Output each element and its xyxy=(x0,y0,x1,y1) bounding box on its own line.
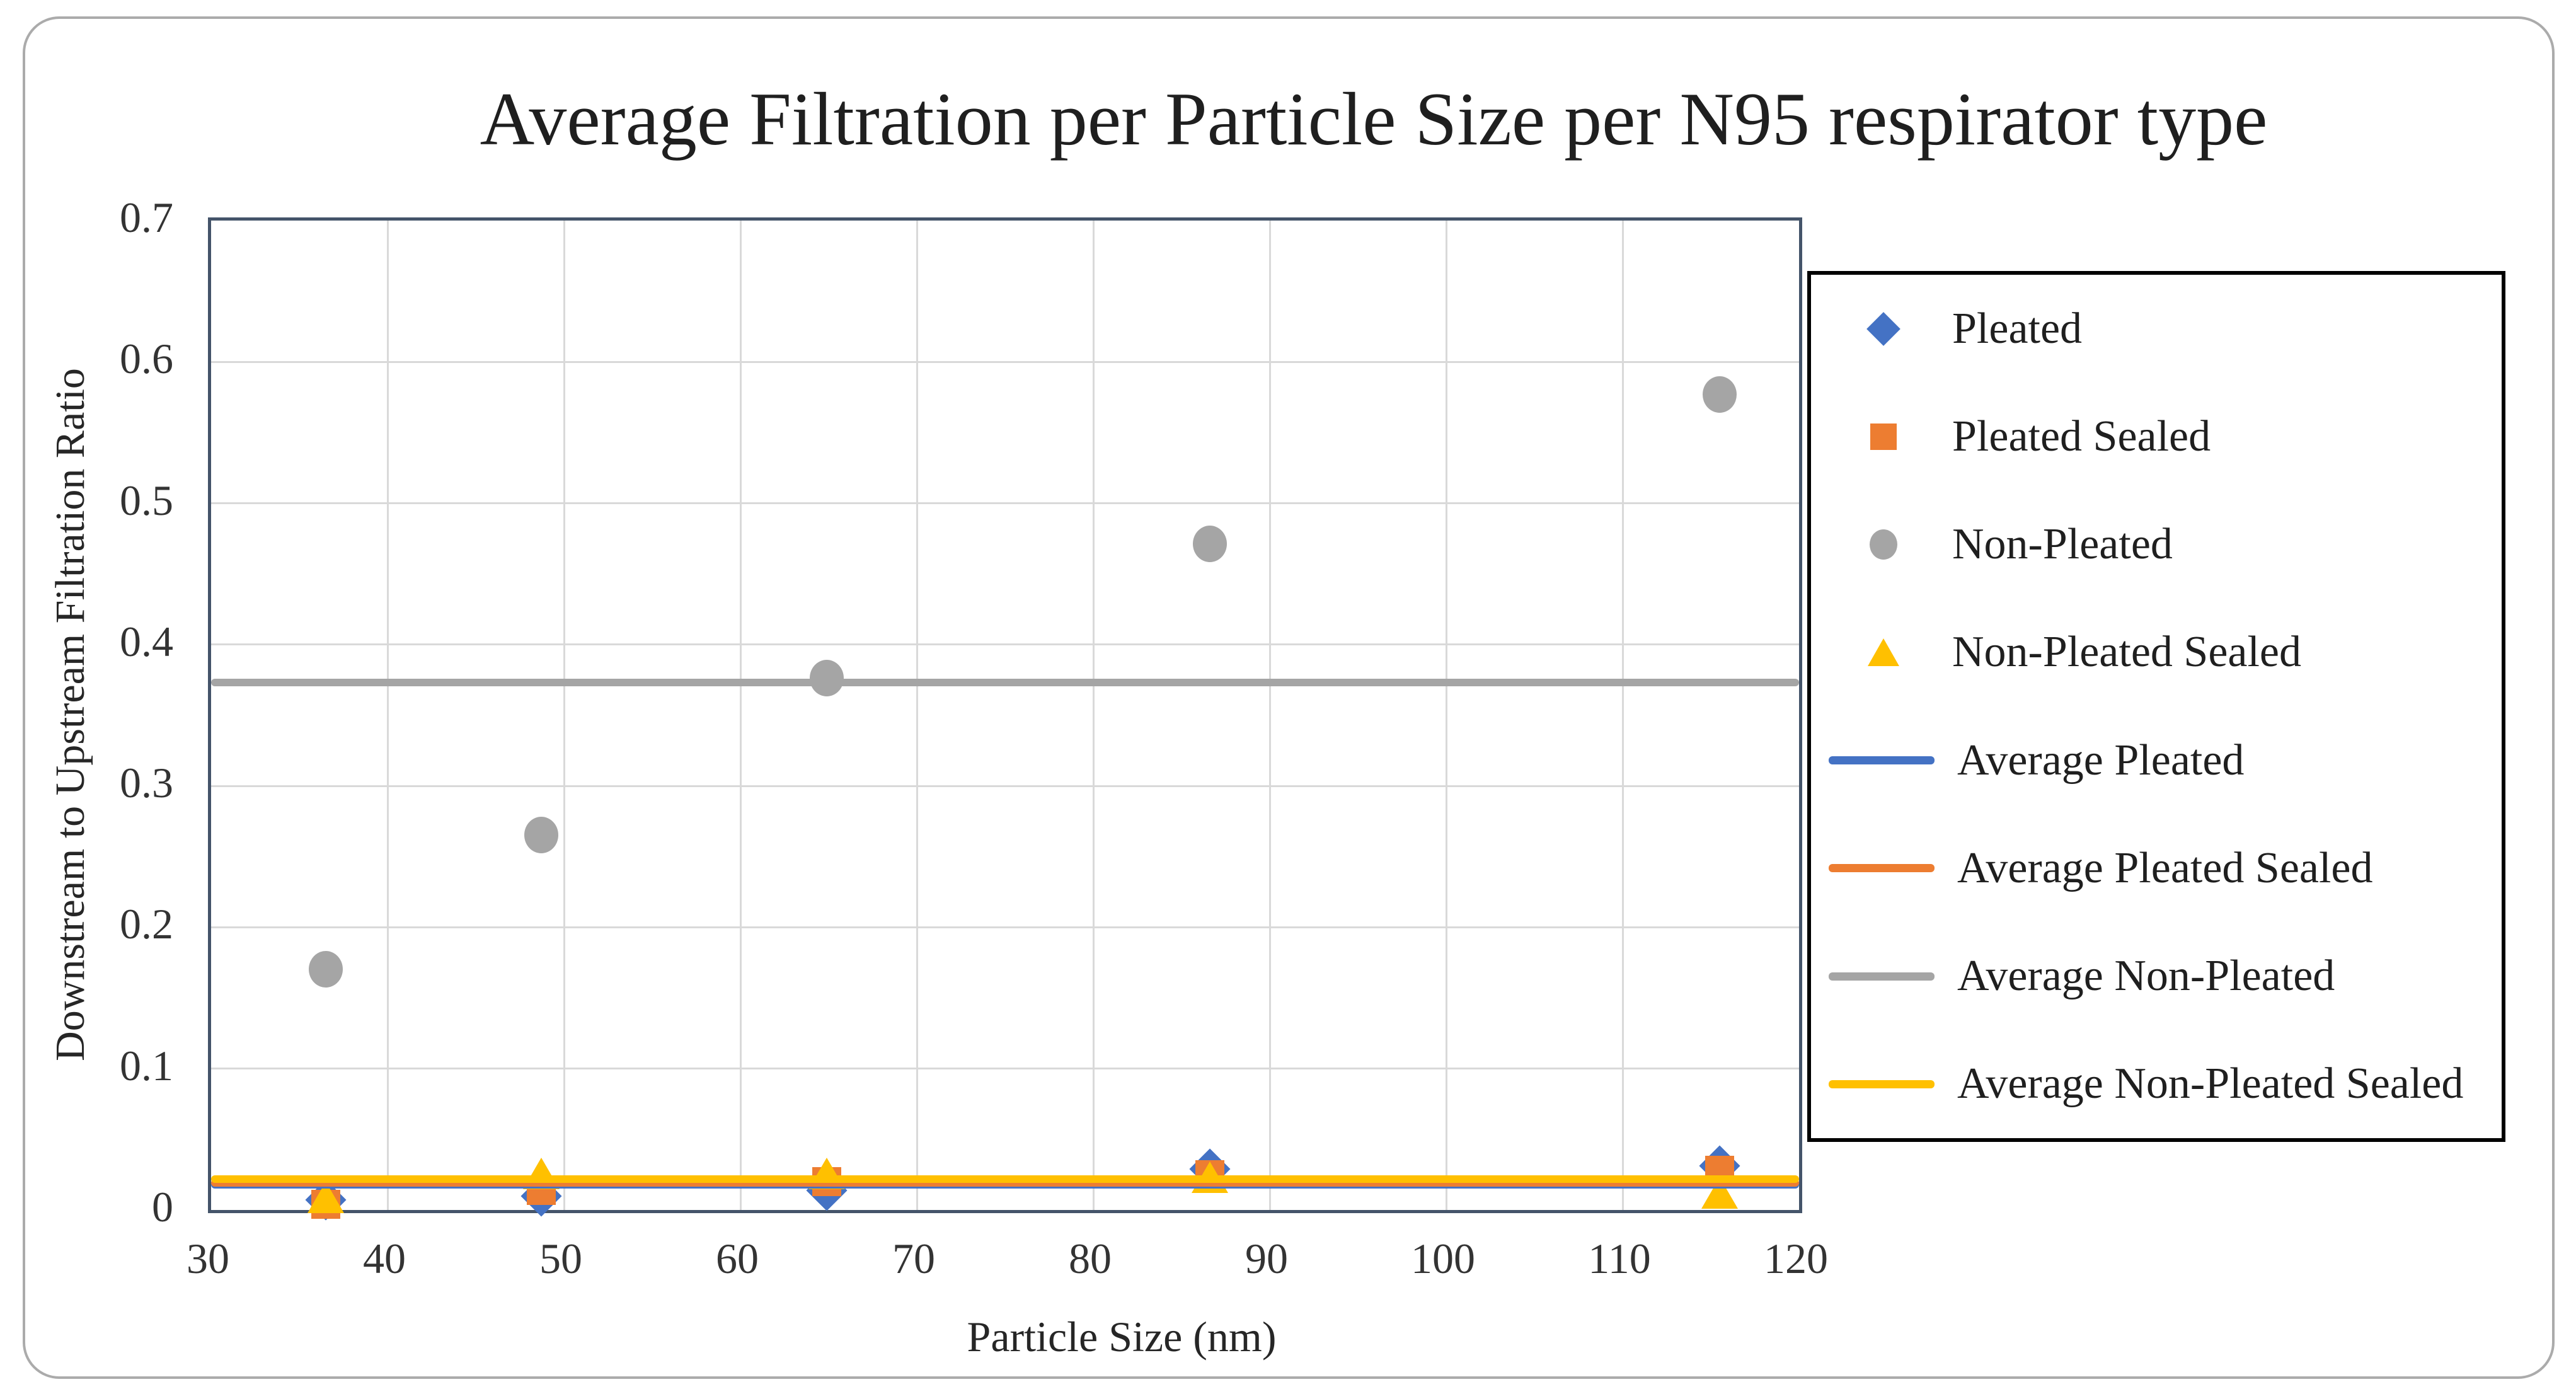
legend-item-non-pleated: Non-Pleated xyxy=(1824,519,2502,570)
vertical-gridline xyxy=(1621,221,1624,1210)
chart-legend: Pleated Pleated Sealed Non-Pleated Non-Plea… xyxy=(1807,271,2505,1142)
legend-label: Non-Pleated xyxy=(1952,520,2173,569)
x-tick-label: 80 xyxy=(1069,1235,1112,1282)
x-tick-label: 50 xyxy=(539,1235,582,1282)
legend-item-pleated-sealed: Pleated Sealed xyxy=(1824,412,2502,462)
y-tick-label: 0.3 xyxy=(120,759,173,807)
legend-item-average-pleated: Average Pleated xyxy=(1824,735,2502,786)
x-tick-label: 70 xyxy=(892,1235,935,1282)
square-marker-icon xyxy=(1824,423,1943,450)
vertical-gridline xyxy=(1445,221,1447,1210)
y-tick-label: 0 xyxy=(152,1183,173,1231)
legend-item-average-non-pleated: Average Non-Pleated xyxy=(1824,951,2502,1001)
legend-item-average-pleated-sealed: Average Pleated Sealed xyxy=(1824,843,2502,894)
legend-item-pleated: Pleated xyxy=(1824,304,2502,354)
y-tick-label: 0.5 xyxy=(120,476,173,524)
x-tick-label: 120 xyxy=(1764,1235,1828,1282)
legend-item-non-pleated-sealed: Non-Pleated Sealed xyxy=(1824,627,2502,677)
horizontal-gridline xyxy=(211,643,1799,646)
horizontal-gridline xyxy=(211,360,1799,363)
horizontal-gridline xyxy=(211,785,1799,787)
vertical-gridline xyxy=(563,221,565,1210)
average-line-average-non-pleated-sealed xyxy=(211,1175,1799,1183)
scatter-point-non-pleated xyxy=(309,951,343,988)
y-tick-label: 0.7 xyxy=(120,193,173,241)
line-swatch-icon xyxy=(1824,972,1948,981)
vertical-gridline xyxy=(916,221,918,1210)
vertical-gridline xyxy=(386,221,389,1210)
vertical-gridline xyxy=(1092,221,1095,1210)
x-tick-label: 100 xyxy=(1411,1235,1475,1282)
x-tick-label: 90 xyxy=(1245,1235,1288,1282)
line-swatch-icon xyxy=(1824,864,1948,873)
scatter-point-non-pleated xyxy=(1192,526,1227,563)
horizontal-gridline xyxy=(211,1068,1799,1070)
horizontal-gridline xyxy=(211,502,1799,505)
legend-label: Non-Pleated Sealed xyxy=(1952,628,2301,677)
y-tick-label: 0.6 xyxy=(120,335,173,383)
diamond-marker-icon xyxy=(1824,311,1943,346)
legend-label: Average Pleated Sealed xyxy=(1957,843,2373,892)
plot-area xyxy=(208,217,1802,1221)
legend-label: Pleated xyxy=(1952,304,2083,353)
y-tick-label: 0.1 xyxy=(120,1041,173,1090)
circle-marker-icon xyxy=(1824,529,1943,560)
scatter-point-non-pleated xyxy=(524,817,558,854)
x-tick-label: 60 xyxy=(716,1235,759,1282)
line-swatch-icon xyxy=(1824,756,1948,765)
x-axis-title: Particle Size (nm) xyxy=(967,1313,1277,1361)
legend-label: Average Pleated xyxy=(1957,735,2245,785)
y-tick-label: 0.2 xyxy=(120,900,173,948)
y-tick-label: 0.4 xyxy=(120,617,173,665)
line-swatch-icon xyxy=(1824,1080,1948,1088)
vertical-gridline xyxy=(739,221,742,1210)
horizontal-gridline xyxy=(211,926,1799,928)
legend-label: Average Non-Pleated xyxy=(1957,952,2335,1001)
x-tick-label: 110 xyxy=(1588,1235,1651,1282)
chart-title: Average Filtration per Particle Size per… xyxy=(480,77,2268,161)
x-tick-label: 30 xyxy=(187,1235,229,1282)
legend-item-average-non-pleated-sealed: Average Non-Pleated Sealed xyxy=(1824,1059,2502,1109)
scatter-point-non-pleated xyxy=(1703,376,1737,413)
x-tick-label: 40 xyxy=(363,1235,406,1282)
legend-label: Average Non-Pleated Sealed xyxy=(1957,1059,2464,1109)
vertical-gridline xyxy=(1268,221,1271,1210)
legend-label: Pleated Sealed xyxy=(1952,412,2211,461)
average-line-average-non-pleated xyxy=(211,679,1799,687)
scatter-point-non-pleated xyxy=(810,660,844,697)
triangle-marker-icon xyxy=(1824,638,1943,667)
